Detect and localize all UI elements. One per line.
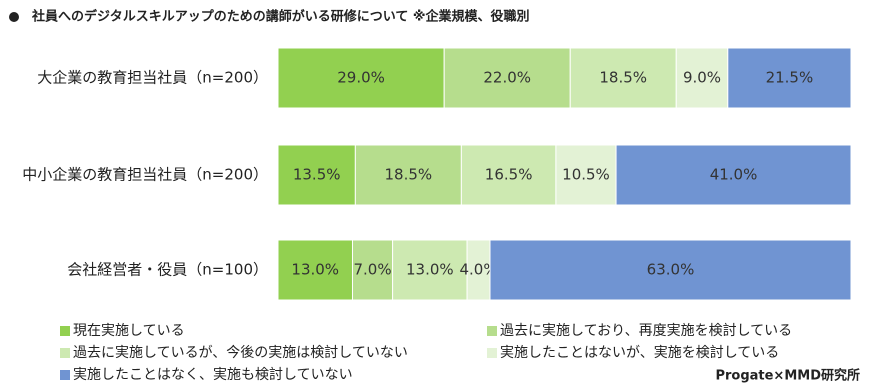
category-label: 大企業の教育担当社員（n=200） xyxy=(37,69,268,87)
value-label: 63.0% xyxy=(647,261,695,279)
title-bullet xyxy=(9,12,19,22)
legend-label: 過去に実施しており、再度実施を検討している xyxy=(500,323,792,339)
chart-title: 社員へのデジタルスキルアップのための講師がいる研修について ※企業規模、役職別 xyxy=(31,9,530,25)
value-label: 41.0% xyxy=(710,166,758,184)
legend-label: 実施したことはなく、実施も検討していない xyxy=(73,367,353,383)
value-label: 10.5% xyxy=(562,166,610,184)
value-label: 9.0% xyxy=(683,69,721,87)
bar-segment xyxy=(555,144,617,206)
legend-swatch xyxy=(60,348,70,358)
category-label: 中小企業の教育担当社員（n=200） xyxy=(22,166,268,184)
bar-segment xyxy=(392,239,468,301)
legend-swatch xyxy=(60,370,70,380)
bar-segment xyxy=(727,47,852,109)
value-label: 18.5% xyxy=(385,166,433,184)
value-label: 7.0% xyxy=(353,261,391,279)
value-label: 22.0% xyxy=(483,69,531,87)
value-label: 16.5% xyxy=(485,166,533,184)
legend-label: 過去に実施しているが、今後の実施は検討していない xyxy=(73,345,408,361)
bar-segment xyxy=(489,239,852,301)
value-label: 21.5% xyxy=(766,69,814,87)
value-label: 13.0% xyxy=(406,261,454,279)
legend-swatch xyxy=(487,348,497,358)
value-label: 13.0% xyxy=(291,261,339,279)
legend-swatch xyxy=(487,326,497,336)
bar-segment xyxy=(460,144,557,206)
bar-segment xyxy=(277,47,445,109)
value-label: 18.5% xyxy=(599,69,647,87)
source: Progate×MMD研究所 xyxy=(715,368,860,384)
value-label: 13.5% xyxy=(293,166,341,184)
bar-segment xyxy=(351,239,394,301)
category-label: 会社経営者・役員（n=100） xyxy=(67,261,268,279)
legend-label: 実施したことはないが、実施を検討している xyxy=(500,345,779,361)
value-label: 29.0% xyxy=(337,69,385,87)
legend-swatch xyxy=(60,326,70,336)
legend-label: 現在実施している xyxy=(73,323,185,339)
bar-segment xyxy=(615,144,852,206)
bar-segment xyxy=(354,144,462,206)
bar-segment xyxy=(569,47,677,109)
bar-segment xyxy=(277,144,356,206)
value-label: 4.0% xyxy=(459,261,497,279)
bar-segment xyxy=(443,47,571,109)
